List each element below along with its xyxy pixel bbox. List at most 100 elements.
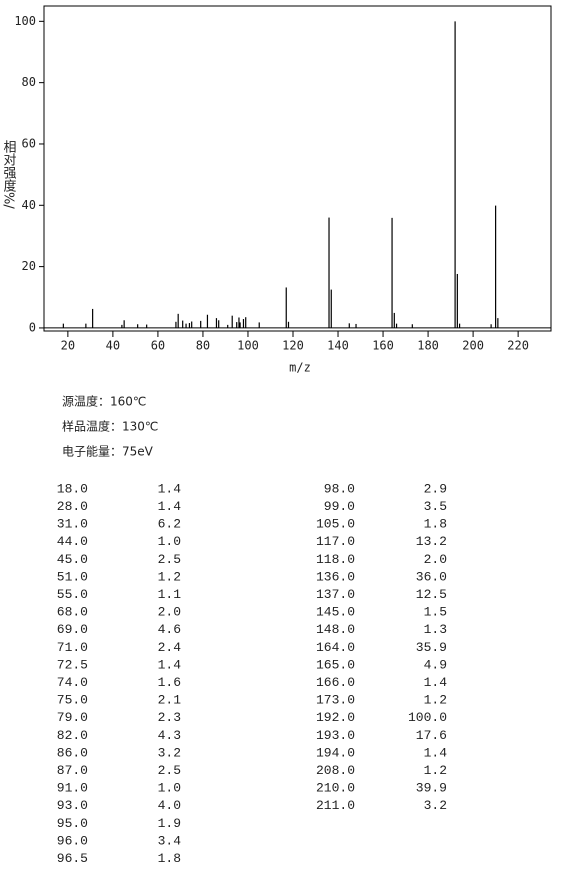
table-mz: 18.0 — [57, 481, 88, 496]
x-tick-label: 220 — [507, 339, 529, 353]
x-tick-label: 60 — [151, 339, 165, 353]
table-mz: 79.0 — [57, 710, 88, 725]
table-intensity: 1.0 — [158, 781, 181, 796]
x-tick-label: 20 — [61, 339, 75, 353]
table-intensity: 4.3 — [158, 728, 181, 743]
table-intensity: 1.3 — [424, 622, 447, 637]
y-tick-label: 80 — [22, 75, 36, 89]
table-mz: 95.0 — [57, 816, 88, 831]
table-intensity: 100.0 — [408, 710, 447, 725]
table-mz: 164.0 — [316, 640, 355, 655]
table-intensity: 39.9 — [416, 781, 447, 796]
x-tick-label: 120 — [282, 339, 304, 353]
table-intensity: 6.2 — [158, 517, 181, 532]
table-mz: 173.0 — [316, 693, 355, 708]
condition: 样品温度：130℃ — [62, 419, 158, 434]
table-mz: 45.0 — [57, 552, 88, 567]
table-intensity: 1.8 — [424, 517, 447, 532]
table-mz: 117.0 — [316, 534, 355, 549]
x-tick-label: 180 — [417, 339, 439, 353]
table-mz: 166.0 — [316, 675, 355, 690]
table-mz: 74.0 — [57, 675, 88, 690]
table-mz: 193.0 — [316, 728, 355, 743]
table-intensity: 12.5 — [416, 587, 447, 602]
y-tick-label: 0 — [29, 320, 36, 334]
condition: 电子能量：75eV — [62, 445, 154, 459]
table-mz: 148.0 — [316, 622, 355, 637]
table-mz: 192.0 — [316, 710, 355, 725]
y-tick-label: 100 — [14, 14, 36, 28]
table-intensity: 1.2 — [158, 569, 181, 584]
table-intensity: 2.1 — [158, 693, 182, 708]
x-tick-label: 80 — [196, 339, 210, 353]
table-mz: 210.0 — [316, 781, 355, 796]
table-intensity: 3.2 — [158, 745, 181, 760]
table-mz: 31.0 — [57, 517, 88, 532]
table-mz: 55.0 — [57, 587, 88, 602]
table-mz: 211.0 — [316, 798, 355, 813]
table-intensity: 2.0 — [158, 605, 181, 620]
table-intensity: 1.4 — [158, 499, 182, 514]
table-mz: 71.0 — [57, 640, 88, 655]
y-tick-label: 60 — [22, 136, 36, 150]
table-mz: 194.0 — [316, 745, 355, 760]
table-intensity: 4.0 — [158, 798, 181, 813]
x-tick-label: 40 — [106, 339, 120, 353]
table-mz: 98.0 — [324, 481, 355, 496]
table-intensity: 1.4 — [158, 657, 182, 672]
table-intensity: 2.3 — [158, 710, 181, 725]
table-intensity: 1.4 — [424, 675, 448, 690]
table-intensity: 1.4 — [424, 745, 448, 760]
plot-frame — [43, 5, 552, 332]
table-intensity: 1.1 — [158, 587, 182, 602]
x-tick-label: 140 — [327, 339, 349, 353]
table-intensity: 36.0 — [416, 569, 447, 584]
table-mz: 75.0 — [57, 693, 88, 708]
table-intensity: 35.9 — [416, 640, 447, 655]
table-intensity: 4.9 — [424, 657, 447, 672]
y-tick-label: 40 — [22, 198, 36, 212]
table-intensity: 3.4 — [158, 833, 182, 848]
x-axis-label: m/z — [289, 361, 311, 375]
table-mz: 82.0 — [57, 728, 88, 743]
table-intensity: 1.0 — [158, 534, 181, 549]
table-mz: 44.0 — [57, 534, 88, 549]
x-tick-label: 200 — [462, 339, 484, 353]
table-intensity: 2.4 — [158, 640, 182, 655]
table-mz: 72.5 — [57, 657, 88, 672]
table-mz: 68.0 — [57, 605, 88, 620]
table-mz: 28.0 — [57, 499, 88, 514]
table-mz: 86.0 — [57, 745, 88, 760]
table-intensity: 2.0 — [424, 552, 447, 567]
table-mz: 69.0 — [57, 622, 88, 637]
table-intensity: 1.6 — [158, 675, 181, 690]
table-mz: 165.0 — [316, 657, 355, 672]
table-intensity: 1.9 — [158, 816, 181, 831]
table-intensity: 1.8 — [158, 851, 181, 866]
y-tick-label: 20 — [22, 259, 36, 273]
table-intensity: 13.2 — [416, 534, 447, 549]
table-mz: 136.0 — [316, 569, 355, 584]
table-intensity: 2.5 — [158, 763, 181, 778]
table-mz: 208.0 — [316, 763, 355, 778]
table-intensity: 17.6 — [416, 728, 447, 743]
table-intensity: 2.9 — [424, 481, 447, 496]
table-mz: 105.0 — [316, 517, 355, 532]
table-mz: 99.0 — [324, 499, 355, 514]
table-intensity: 1.2 — [424, 763, 447, 778]
x-tick-label: 100 — [237, 339, 259, 353]
table-mz: 96.0 — [57, 833, 88, 848]
table-intensity: 4.6 — [158, 622, 181, 637]
table-mz: 93.0 — [57, 798, 88, 813]
table-intensity: 3.5 — [424, 499, 447, 514]
table-intensity: 1.5 — [424, 605, 447, 620]
condition: 源温度：160℃ — [62, 394, 146, 409]
table-mz: 145.0 — [316, 605, 355, 620]
table-intensity: 1.2 — [424, 693, 447, 708]
table-intensity: 3.2 — [424, 798, 447, 813]
table-mz: 87.0 — [57, 763, 88, 778]
table-mz: 91.0 — [57, 781, 88, 796]
x-tick-label: 160 — [372, 339, 394, 353]
